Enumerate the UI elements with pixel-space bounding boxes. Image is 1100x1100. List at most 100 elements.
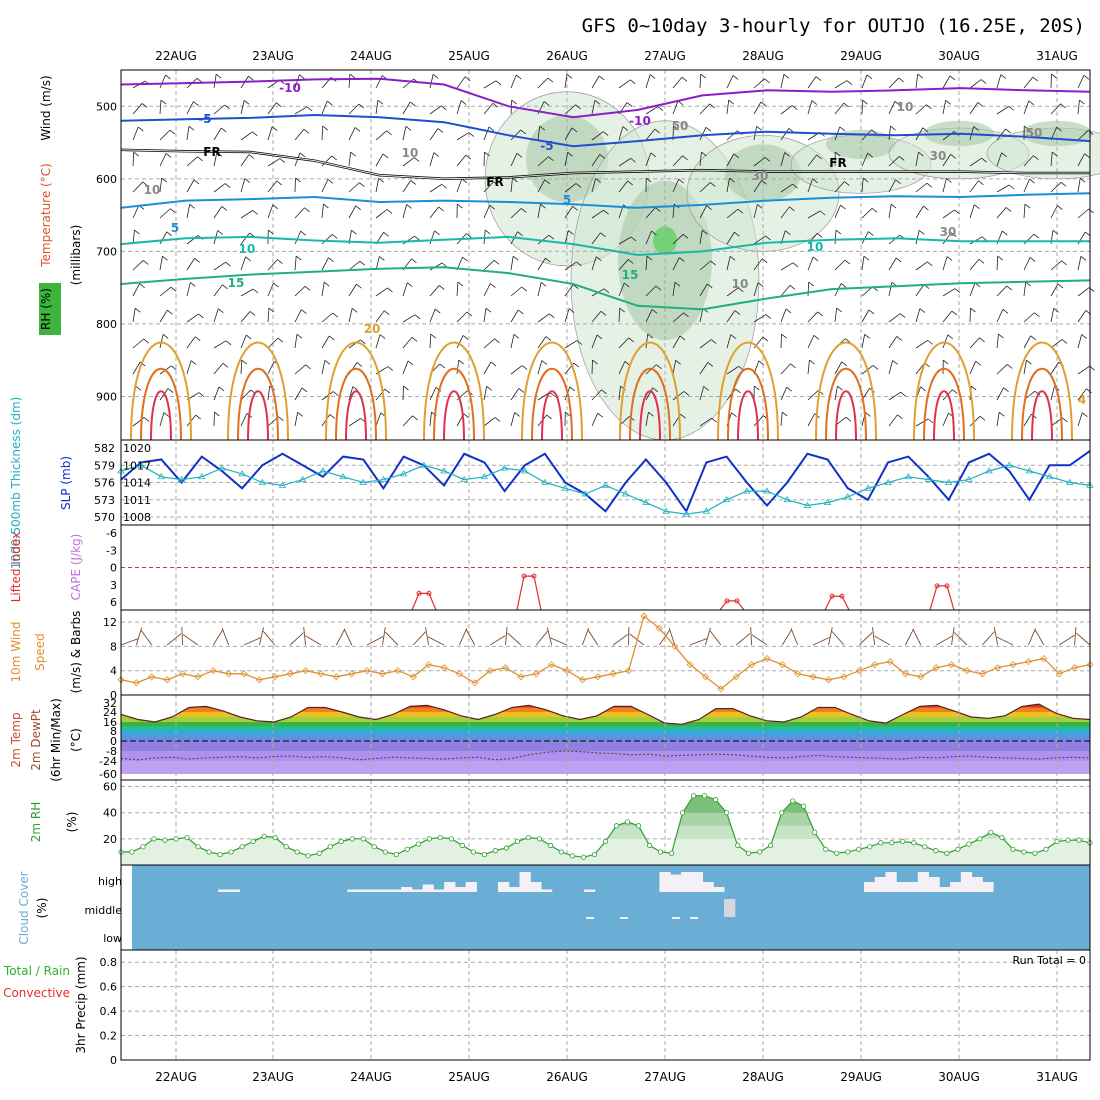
wind-barb-flag <box>673 125 679 131</box>
thickness-point <box>258 478 267 485</box>
wind-barb <box>726 231 735 245</box>
wind-barb <box>483 338 495 349</box>
wind-barb-flag <box>441 184 447 189</box>
wind-barb <box>996 152 1002 167</box>
wind-speed-point <box>225 670 233 678</box>
wind-barb <box>699 362 709 375</box>
high-cloud-bar <box>433 889 445 892</box>
wind-barb-flag <box>514 412 520 417</box>
precip-panel: 0.8 0.6 0.4 0.2 0 Run Total = 0 Total / Rain Co… <box>3 949 1091 1067</box>
wind-barb <box>618 236 632 245</box>
wind-barb-flag <box>950 232 957 237</box>
wind-barb <box>1050 152 1053 167</box>
wind-barb <box>510 178 513 193</box>
wind-barb-flag <box>301 309 307 314</box>
rh-point <box>679 810 686 816</box>
warm-isotherm <box>737 390 759 441</box>
wind-barb-flag <box>898 77 904 83</box>
rh-point <box>415 841 421 847</box>
wind-barb <box>915 104 927 115</box>
warm-isotherm <box>227 341 289 441</box>
wind-barb <box>483 80 497 89</box>
wind-barb-flag <box>998 333 1004 339</box>
cloud-cover-panel: high middle low Cloud Cover (%) <box>17 864 1091 951</box>
wind-barb-flag <box>188 125 195 131</box>
rh-point <box>481 851 487 858</box>
wind-barb <box>240 413 248 427</box>
wind-barb <box>915 308 921 323</box>
wind-barb <box>888 257 897 271</box>
wind-barb <box>753 282 759 297</box>
wind-barb <box>564 183 577 193</box>
wind-barb <box>132 230 135 245</box>
rh-point <box>867 844 873 850</box>
temp-band <box>121 726 1090 731</box>
wind-barb-flag <box>734 310 741 315</box>
temp-band <box>121 717 1090 722</box>
wind-barb-flag <box>328 335 335 341</box>
high-cloud-bar <box>702 882 714 892</box>
wind-barb-flag <box>1002 308 1009 314</box>
wind-barb-flag <box>463 413 470 419</box>
date-label-top: 29AUG <box>840 49 882 63</box>
wind-barb-flag <box>521 365 528 370</box>
rh-point <box>580 854 587 860</box>
contour-label: 30 <box>752 169 769 183</box>
wind-barb <box>780 285 791 297</box>
wind-barb-flag <box>387 366 394 371</box>
cape-axis-label: CAPE (J/kg) <box>69 534 83 601</box>
wind-barb-flag <box>596 256 602 261</box>
rh-point <box>393 851 399 858</box>
high-cloud-bar <box>713 887 725 892</box>
wind-barb-flag <box>352 386 359 391</box>
wind-barb <box>267 386 271 401</box>
contour-label: 10 <box>144 183 161 197</box>
wind-barb <box>1023 233 1035 245</box>
wind-barb <box>159 153 167 167</box>
wind-barb <box>537 336 547 349</box>
wind-barb-flag <box>781 411 788 417</box>
rh-point <box>360 836 366 842</box>
wind-barb <box>483 259 495 271</box>
rh-point <box>294 849 300 855</box>
wind-barb <box>915 74 919 89</box>
temp-line <box>120 703 1091 725</box>
wind-barb <box>1023 76 1034 89</box>
wind-barb <box>402 101 411 115</box>
wind-barb-flag <box>655 207 661 212</box>
rh-point <box>547 842 554 848</box>
thickness-point <box>924 475 933 483</box>
wind-barb <box>726 178 730 193</box>
lifted-index-point <box>416 590 422 596</box>
thickness-point <box>702 507 711 514</box>
wind-barb <box>159 256 163 271</box>
wind-barb <box>942 131 955 141</box>
wind-barb <box>996 74 1002 89</box>
wind-barb-flag <box>161 177 167 183</box>
thickness-point <box>561 484 569 491</box>
wind-barb-flag <box>488 126 495 132</box>
wind-barb <box>537 179 546 193</box>
high-cloud-bar <box>928 877 940 892</box>
wind-10m-barb <box>612 634 629 646</box>
lifted-index-point <box>839 593 845 599</box>
wind-barb <box>186 126 190 141</box>
wind-barb-flag <box>1008 184 1015 190</box>
wind-speed-point <box>194 673 202 681</box>
warm-isotherm <box>629 367 671 441</box>
wind-barb-flag <box>700 73 706 79</box>
thickness-point <box>601 481 610 488</box>
wind-barb-flag <box>1030 335 1037 341</box>
wind-barb <box>942 75 951 89</box>
wind-barb <box>672 335 681 349</box>
wind-barb-flag <box>468 132 475 137</box>
wind-barb <box>483 181 494 193</box>
wind-speed-point <box>317 670 325 678</box>
warm-isotherm <box>727 367 769 441</box>
wind-barb-flag <box>918 230 925 235</box>
rh-point <box>646 842 653 848</box>
rh-legend-swatch <box>39 283 61 335</box>
wind-barb <box>267 204 274 219</box>
wind-barb-flag <box>134 307 141 313</box>
